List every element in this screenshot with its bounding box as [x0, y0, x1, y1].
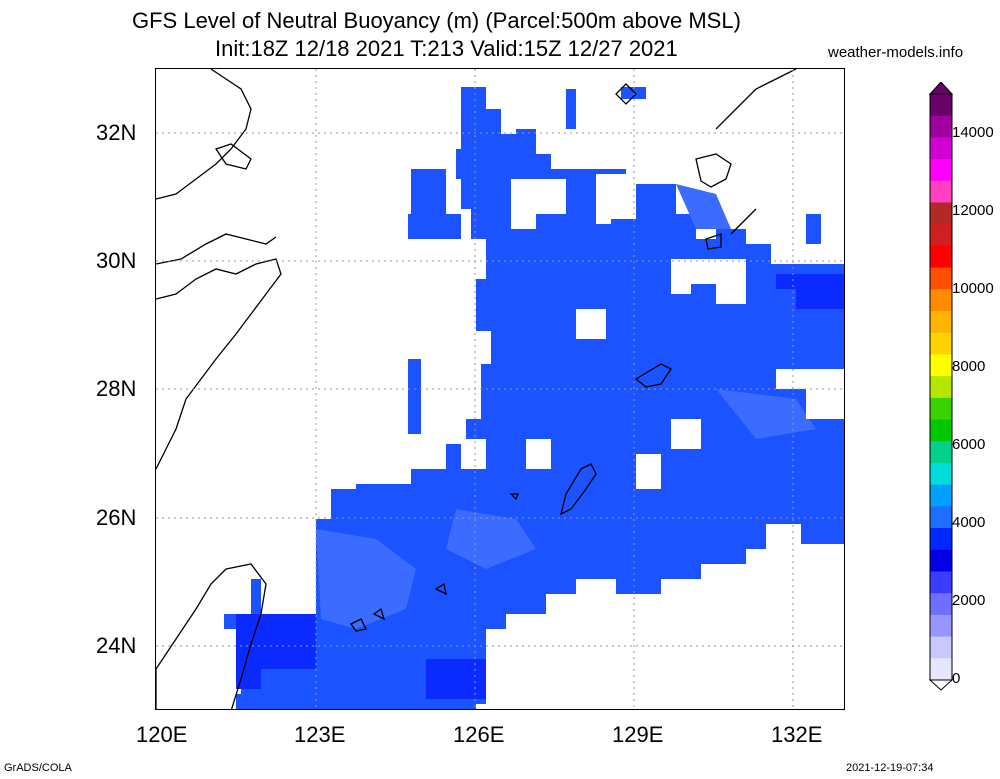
map-panel: [155, 68, 845, 710]
colorbar-swatch: [930, 658, 952, 681]
colorbar-swatch: [930, 94, 952, 117]
colorbar-swatch: [930, 311, 952, 334]
coastlines: [156, 69, 797, 709]
colorbar-label-2000: 2000: [952, 592, 986, 609]
lon-label-120e: 120E: [136, 722, 188, 747]
map-canvas: [156, 69, 844, 709]
colorbar-label-6000: 6000: [952, 436, 986, 453]
colorbar-border: [929, 93, 953, 681]
colorbar-swatch: [930, 224, 952, 247]
colorbar-swatch: [930, 484, 952, 507]
colorbar-swatch: [930, 528, 952, 551]
colorbar-swatch: [930, 571, 952, 594]
gap-areas: [461, 174, 844, 489]
lat-label-26n: 26N: [96, 505, 137, 530]
colorbar-label-0: 0: [952, 670, 961, 687]
colorbar-top-arrow: [928, 82, 954, 95]
colorbar-swatch: [930, 202, 952, 225]
colorbar-swatch: [930, 267, 952, 290]
buoyancy-field-light: [316, 184, 816, 629]
colorbar-swatch: [930, 441, 952, 464]
colorbar-label-4000: 4000: [952, 514, 986, 531]
colorbar-label-10000: 10000: [952, 280, 994, 297]
colorbar-swatch: [930, 419, 952, 442]
colorbar-swatch: [930, 354, 952, 377]
colorbar-swatch: [930, 636, 952, 659]
map-title-line1: GFS Level of Neutral Buoyancy (m) (Parce…: [132, 8, 741, 33]
colorbar-swatch: [930, 506, 952, 529]
colorbar-swatch: [930, 180, 952, 204]
colorbar-label-14000: 14000: [952, 124, 994, 141]
colorbar-swatch: [930, 549, 952, 572]
lon-label-129e: 129E: [612, 722, 664, 747]
colorbar: [928, 82, 954, 691]
lat-label-30n: 30N: [96, 248, 137, 273]
lon-label-123e: 123E: [294, 722, 346, 747]
colorbar-swatch: [930, 332, 952, 355]
colorbar-bottom-arrow: [928, 679, 954, 691]
lon-label-132e: 132E: [771, 722, 823, 747]
colorbar-swatch: [930, 614, 952, 638]
colorbar-swatch: [930, 137, 952, 160]
colorbar-swatch: [930, 245, 952, 269]
grads-credit: GrADS/COLA: [4, 762, 72, 774]
colorbar-swatch: [930, 159, 952, 182]
site-label: weather-models.info: [828, 44, 964, 61]
buoyancy-field-dark: [236, 274, 844, 699]
colorbar-swatch: [930, 397, 952, 421]
colorbar-swatch: [930, 115, 952, 138]
colorbar-label-12000: 12000: [952, 202, 994, 219]
colorbar-swatch: [930, 289, 952, 312]
map-title-line2: Init:18Z 12/18 2021 T:213 Valid:15Z 12/2…: [215, 36, 678, 61]
timestamp: 2021-12-19-07:34: [846, 762, 934, 774]
colorbar-label-8000: 8000: [952, 358, 986, 375]
colorbar-swatch: [930, 376, 952, 399]
lat-label-24n: 24N: [96, 633, 137, 658]
lat-label-32n: 32N: [96, 120, 137, 145]
lon-label-126e: 126E: [453, 722, 505, 747]
lat-label-28n: 28N: [96, 376, 137, 401]
colorbar-swatch: [930, 462, 952, 486]
graticule: [156, 69, 844, 709]
colorbar-swatch: [930, 593, 952, 616]
